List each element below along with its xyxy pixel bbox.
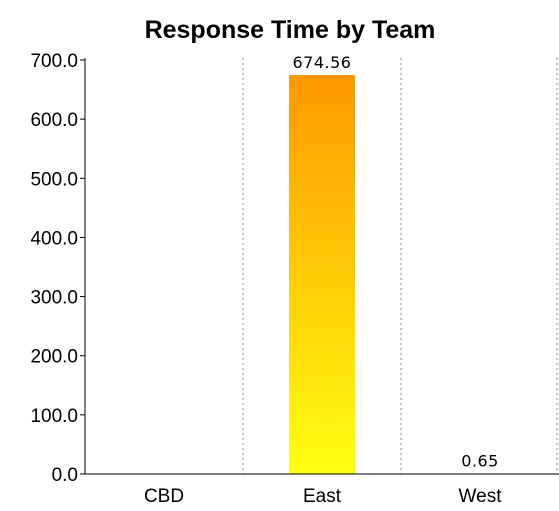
y-tick-label: 0.0 (52, 465, 78, 486)
x-tick-label-east: East (303, 486, 342, 506)
y-tick-label: 700.0 (30, 51, 78, 72)
chart-title: Response Time by Team (145, 16, 436, 44)
y-tick-label: 600.0 (30, 110, 78, 131)
y-tick-label: 400.0 (30, 228, 78, 249)
y-tick-label: 200.0 (30, 347, 78, 368)
x-tick-label-cbd: CBD (144, 486, 184, 506)
bar-east (289, 75, 355, 474)
data-label-east: 674.56 (293, 53, 352, 72)
labels: 0.0 100.0 200.0 300.0 400.0 500.0 600.0 700.0 CB… (30, 51, 502, 506)
y-tick-label: 500.0 (30, 169, 78, 190)
y-tick-label: 100.0 (30, 406, 78, 427)
data-label-west: 0.65 (461, 452, 499, 471)
y-tick-label: 300.0 (30, 288, 78, 309)
x-tick-label-west: West (459, 486, 503, 506)
